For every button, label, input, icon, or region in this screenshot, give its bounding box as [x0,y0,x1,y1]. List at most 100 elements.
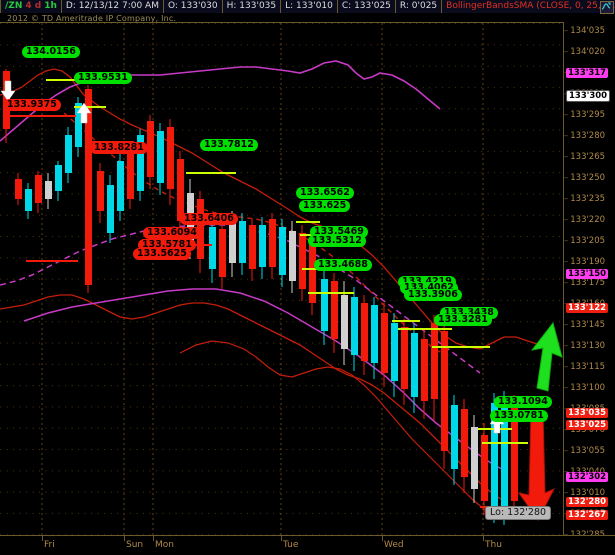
price-bubble: 133'317 [566,68,609,78]
y-tick-dash: – [564,425,569,435]
annotation-flag[interactable]: 133.6562 [296,187,354,199]
annotation-flag[interactable]: 133.9375 [3,99,61,111]
annotation-flag[interactable]: 133.3906 [404,289,462,301]
annotation-flag[interactable]: 134.0156 [22,46,80,58]
y-tick-dash: – [564,488,569,498]
symbol-ticker: /ZN [5,1,23,11]
y-tick: –133'265 [564,152,606,162]
y-tick: –133'115 [564,362,606,372]
chart-info-bar: /ZN 4 d 1h D: 12/13/12 7:00 AM O: 133'03… [0,0,615,13]
y-tick: –133'010 [564,488,606,498]
y-tick: –133'145 [564,320,606,330]
x-tick: Thu [485,540,502,550]
sma-line-magenta [0,60,441,142]
y-tick: –133'235 [564,194,606,204]
x-tick: Fri [44,540,55,550]
y-tick-dash: – [564,278,569,288]
ohlc-range: R: 0'025 [396,0,443,13]
study-curve-icon[interactable] [600,1,614,14]
price-plot-area[interactable]: 134.0156 133.9531 133.9375 133.8281 133.… [0,22,563,536]
y-tick-dash: – [564,257,569,267]
price-bubble: 133'150 [566,269,609,279]
y-tick-dash: – [564,446,569,456]
price-bubble: 133'035 [566,408,609,418]
axis-separator [382,536,383,541]
y-tick: –133'205 [564,236,606,246]
x-tick: Mon [155,540,174,550]
small-down-arrow [0,80,16,102]
price-bubble: 133'122 [566,303,609,313]
y-tick: –133'190 [564,257,606,267]
axis-separator [483,536,484,541]
annotation-flag[interactable]: 133.5312 [308,235,366,247]
annotation-flag[interactable]: 133.5625 [133,248,191,260]
annotation-flag[interactable]: 133.8281 [90,142,148,154]
bollinger-upper-band [0,68,553,350]
y-tick: –133'100 [564,383,606,393]
y-tick: –133'280 [564,131,606,141]
symbol-field[interactable]: /ZN 4 d 1h [0,0,62,13]
price-bubble: 133'025 [566,420,609,430]
y-tick-dash: – [564,215,569,225]
y-tick-dash: – [564,362,569,372]
time-axis[interactable]: Fri Sun Mon Tue Wed Thu [0,535,615,555]
annotation-flag[interactable]: 133.6094 [143,227,201,239]
axis-separator [281,536,282,541]
y-tick-dash: – [564,194,569,204]
y-tick-dash: – [564,173,569,183]
y-tick: –133'220 [564,215,606,225]
ohlc-close: C: 133'025 [338,0,396,13]
y-tick-dash: – [564,236,569,246]
y-tick: –133'175 [564,278,606,288]
x-tick: Sun [126,540,144,550]
ohlc-open: O: 133'030 [164,0,223,13]
symbol-period: 4 d [25,1,42,11]
y-tick-dash: – [564,47,569,57]
y-tick: –133'295 [564,110,606,120]
axis-separator [124,536,125,541]
ohlc-low: L: 133'010 [281,0,338,13]
y-tick: –134'020 [564,47,606,57]
secondary-study-line [179,340,497,518]
annotation-flag[interactable]: 133.625 [299,200,351,212]
y-tick: –133'055 [564,446,606,456]
ohlc-date: D: 12/13/12 7:00 AM [62,0,164,13]
study-label[interactable]: BollingerBandsSMA (CLOSE, 0, 25, -2.0, 2… [442,0,615,13]
y-tick: –133'070 [564,425,606,435]
y-tick-dash: – [564,110,569,120]
y-tick-dash: – [564,341,569,351]
price-bubble: 132'280 [566,497,609,507]
bollinger-lower-band [0,294,505,502]
price-axis[interactable]: –134'035 –134'020 –134'005 –133'310 –133… [563,22,615,540]
annotation-flag[interactable]: 133.0781 [490,410,548,422]
chart-canvas [0,23,563,536]
annotation-flag[interactable]: 133.9531 [74,72,132,84]
price-bubble: 132'267 [566,510,609,520]
copyright-notice: 2012 © TD Ameritrade IP Company, Inc. [7,14,177,23]
ohlc-high: H: 133'035 [223,0,282,13]
annotation-flag[interactable]: 133.1094 [494,396,552,408]
axis-separator [153,536,154,541]
y-tick: –133'250 [564,173,606,183]
y-tick-dash: – [564,131,569,141]
big-down-arrow [517,410,556,521]
annotation-flag[interactable]: 133.6406 [180,213,238,225]
axis-separator [42,536,43,541]
y-tick-dash: – [564,26,569,36]
big-up-arrow [530,321,563,392]
y-tick: –134'035 [564,26,606,36]
annotation-flag[interactable]: 133.7812 [200,139,258,151]
current-price-bubble: 133'300 [566,90,611,102]
y-tick-dash: – [564,152,569,162]
symbol-aggregation: 1h [44,1,57,11]
x-tick: Wed [384,540,404,550]
annotation-flag[interactable]: 133.4688 [314,259,372,271]
y-tick-dash: – [564,383,569,393]
y-tick: –133'130 [564,341,606,351]
small-up-arrow [76,102,92,124]
y-tick-dash: – [564,320,569,330]
low-marker-label[interactable]: Lo: 132'280 [485,506,552,520]
annotation-flag[interactable]: 133.3281 [434,314,492,326]
price-bubble: 132'302 [566,472,609,482]
